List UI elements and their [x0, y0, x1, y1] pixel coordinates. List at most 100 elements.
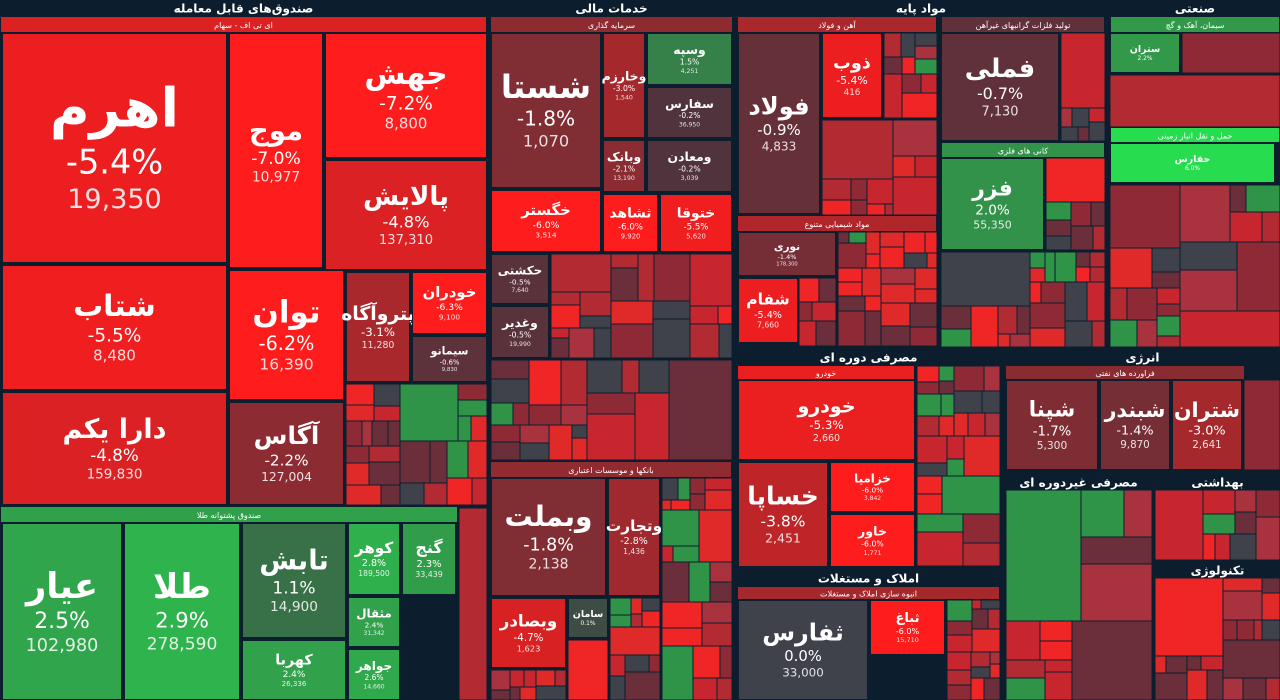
stock-name: سامان — [573, 609, 603, 620]
minor-tile — [662, 562, 689, 602]
minor-tile — [536, 670, 555, 686]
subsector-header — [491, 17, 732, 32]
stock-tile — [941, 33, 1059, 141]
minor-tile — [1046, 220, 1071, 236]
stock-volume: 1,771 — [863, 550, 881, 557]
stock-tile — [124, 523, 240, 700]
stock-change: -5.4% — [836, 74, 868, 87]
minor-tile — [885, 204, 893, 215]
subsector-title: سرمایه گذاری — [588, 20, 636, 30]
minor-tile — [902, 93, 937, 118]
stock-name: فزر — [971, 176, 1013, 201]
minor-tile — [611, 324, 653, 358]
minor-tile — [990, 652, 1000, 664]
stock-change: -1.8% — [523, 535, 573, 555]
minor-tile — [346, 446, 369, 463]
minor-tile — [610, 676, 625, 700]
minor-tile — [561, 360, 587, 405]
minor-tile — [838, 268, 862, 282]
stock-name: پالایش — [363, 182, 449, 212]
minor-tile — [718, 306, 732, 324]
minor-tile — [822, 120, 893, 179]
minor-tile — [851, 179, 867, 200]
stock-name: حفارس — [1175, 154, 1211, 165]
minor-tile — [947, 635, 972, 652]
minor-tile — [880, 247, 904, 268]
minor-tile — [1243, 678, 1266, 700]
minor-tile — [551, 305, 580, 328]
minor-tile — [822, 200, 851, 215]
stock-change: -5.5% — [88, 325, 142, 346]
minor-tile — [520, 687, 536, 700]
minor-tile — [941, 252, 1030, 306]
minor-tile — [491, 379, 529, 403]
sector-title: مصرفی غیردوره ای — [1019, 476, 1137, 491]
minor-tile — [430, 441, 447, 483]
sector-title: بهداشتی — [1191, 476, 1243, 490]
minor-tile — [866, 232, 880, 254]
stock-tile — [325, 160, 487, 270]
stock-tile — [2, 265, 227, 390]
minor-tile — [458, 400, 487, 416]
minor-tile — [917, 382, 939, 394]
minor-tile — [346, 384, 374, 405]
stock-change: -3.0% — [613, 84, 635, 93]
stock-volume: 8,800 — [385, 114, 428, 132]
stock-tile — [1172, 380, 1242, 470]
minor-tile — [1061, 108, 1072, 127]
minor-tile — [1155, 490, 1203, 560]
minor-tile — [1076, 252, 1090, 267]
stock-name: موج — [249, 114, 303, 147]
stock-volume: 1,540 — [615, 95, 633, 102]
stock-tile — [412, 272, 487, 334]
stock-name: خودرو — [796, 396, 855, 418]
stock-tile — [608, 478, 660, 596]
sector-title: مواد پایه — [896, 2, 946, 17]
stock-name: شفام — [746, 291, 790, 309]
minor-tile — [610, 627, 660, 655]
stock-change: -6.2% — [259, 332, 315, 355]
minor-tile — [551, 338, 569, 358]
minor-tile — [471, 416, 487, 441]
minor-tile — [893, 120, 937, 156]
minor-tile — [1223, 591, 1262, 620]
stock-volume: 8,480 — [93, 346, 136, 364]
stock-tile — [660, 194, 732, 252]
stock-change: -0.9% — [757, 121, 801, 139]
sector-title: تکنولوژی — [1191, 564, 1245, 579]
stock-volume: 1,436 — [623, 547, 645, 556]
minor-tile — [971, 667, 990, 678]
stock-volume: 11,280 — [362, 340, 395, 351]
minor-tile — [947, 685, 971, 700]
minor-tile — [1090, 252, 1105, 267]
stock-volume: 55,350 — [973, 218, 1012, 231]
stock-volume: 14,660 — [363, 683, 384, 690]
stock-tile — [603, 194, 658, 252]
minor-tile — [1254, 620, 1262, 640]
minor-tile — [917, 366, 939, 382]
stock-name: مثقال — [356, 607, 392, 621]
minor-tile — [947, 621, 972, 635]
minor-tile — [1110, 248, 1152, 288]
stock-change: -0.5% — [509, 331, 531, 340]
minor-tile — [631, 598, 642, 614]
stock-change: 1.1% — [272, 579, 315, 599]
minor-tile — [982, 391, 1000, 413]
stock-volume: 4,251 — [681, 68, 699, 75]
stock-change: -3.0% — [1188, 424, 1225, 439]
stock-change: -5.4% — [754, 310, 782, 321]
stock-volume: 16,390 — [259, 356, 313, 374]
minor-tile — [1010, 334, 1030, 347]
subsector-title: بانکها و موسسات اعتباری — [568, 466, 654, 475]
stock-volume: 3,514 — [535, 230, 556, 239]
minor-tile — [524, 670, 536, 687]
minor-tile — [822, 179, 851, 200]
subsector-title: آهن و فولاد — [818, 20, 856, 30]
minor-tile — [1055, 252, 1076, 282]
stock-volume: 102,980 — [26, 636, 99, 656]
minor-tile — [1006, 660, 1045, 678]
minor-tile — [572, 425, 587, 438]
minor-tile — [881, 303, 910, 326]
stock-tile — [822, 33, 882, 118]
minor-tile — [625, 655, 649, 672]
